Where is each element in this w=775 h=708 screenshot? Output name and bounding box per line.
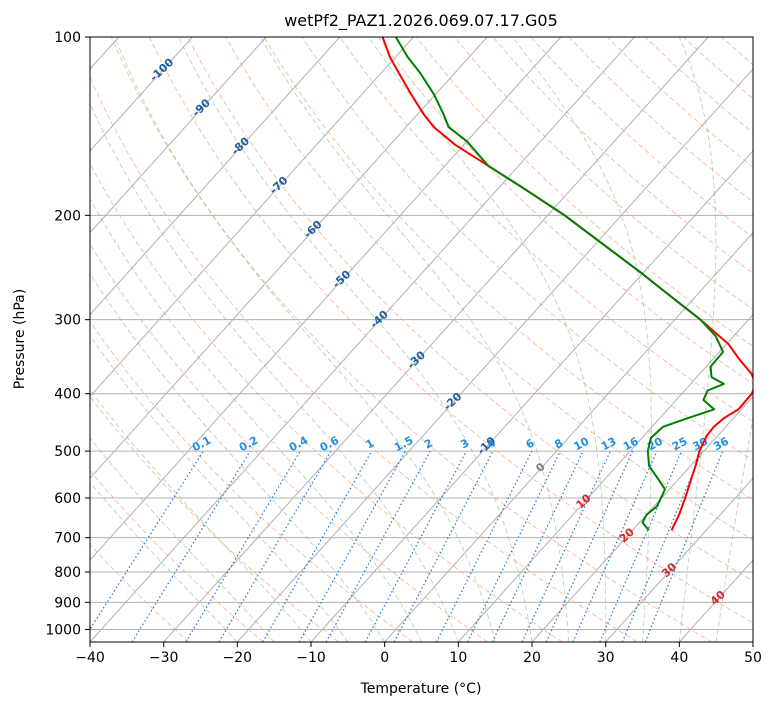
isotherm-line xyxy=(236,68,753,642)
moist-adiabat-line xyxy=(178,37,533,642)
isotherm-line xyxy=(384,231,753,642)
moist-adiabat-line xyxy=(715,415,753,642)
mixing-ratio-line xyxy=(325,450,431,642)
isotherm-line xyxy=(605,477,753,642)
mixing-ratio-line xyxy=(90,450,204,631)
mixing-ratio-label: 25 xyxy=(670,435,690,454)
mixing-ratio-line xyxy=(491,450,584,642)
moist-adiabat-line xyxy=(90,437,275,642)
moist-adiabat-line xyxy=(90,197,422,642)
moist-adiabat-line xyxy=(90,481,238,642)
x-tick-label: 10 xyxy=(449,650,467,666)
dry-adiabat-line xyxy=(187,37,753,582)
moist-adiabat-line xyxy=(90,388,312,642)
mixing-ratio-line xyxy=(185,450,301,642)
isotherm-line xyxy=(457,313,753,642)
dry-adiabat-line xyxy=(263,37,753,501)
isotherm-line xyxy=(90,37,267,234)
moist-adiabat-line xyxy=(368,37,607,642)
y-tick-label: 400 xyxy=(54,387,81,403)
temperature-profile-line xyxy=(381,37,753,531)
dry-adiabat-line xyxy=(760,37,775,642)
mixing-ratio-line xyxy=(131,450,251,642)
mixing-ratio-line xyxy=(599,450,682,642)
isotherm-line xyxy=(90,37,193,152)
x-tick-label: 0 xyxy=(380,650,389,666)
isotherm-line xyxy=(90,37,488,480)
isotherm-line xyxy=(90,37,414,398)
y-tick-label: 100 xyxy=(54,30,81,46)
dry-adiabat-line xyxy=(90,162,563,642)
plot-frame xyxy=(89,36,754,643)
y-axis-label: Pressure (hPa) xyxy=(12,289,28,389)
x-tick-label: 30 xyxy=(597,650,615,666)
mixing-ratio-line xyxy=(466,450,561,642)
y-tick-label: 800 xyxy=(54,565,81,581)
isotherm-line xyxy=(163,37,709,642)
mixing-ratio-label: 10 xyxy=(572,435,592,454)
y-tick-label: 600 xyxy=(54,491,81,507)
background-lines xyxy=(90,37,775,642)
moist-adiabat-line xyxy=(114,37,496,642)
dry-adiabat-line xyxy=(90,243,488,642)
x-tick-label: 20 xyxy=(523,650,541,666)
isotherm-line xyxy=(752,641,753,642)
mixing-ratio-label: 36 xyxy=(711,435,731,454)
y-tick-label: 300 xyxy=(54,313,81,329)
x-tick-label: 40 xyxy=(670,650,688,666)
moist-adiabat-line xyxy=(260,37,570,642)
mixing-ratio-line xyxy=(218,450,332,642)
dry-adiabat-line xyxy=(90,320,414,642)
x-tick-label: 50 xyxy=(744,650,762,666)
isotherm-line xyxy=(90,37,562,561)
dry-adiabat-line xyxy=(90,76,638,642)
moist-adiabat-line xyxy=(90,102,459,642)
dewpoint-profile-line xyxy=(394,37,725,531)
dry-adiabat-line xyxy=(148,37,753,624)
x-tick-label: −20 xyxy=(223,650,253,666)
chart-title: wetPf2_PAZ1.2026.069.07.17.G05 xyxy=(284,11,558,31)
mixing-ratio-line xyxy=(262,450,373,642)
mixing-ratio-line xyxy=(621,450,703,642)
mixing-ratio-line xyxy=(572,450,658,642)
isotherm-line xyxy=(531,395,753,642)
dry-adiabat-line xyxy=(454,37,753,311)
y-tick-label: 900 xyxy=(54,595,81,611)
dry-adiabat-line xyxy=(90,469,264,642)
x-axis: −40 −30 −20 −10 0 10 20 30 40 50 xyxy=(75,642,762,666)
moist-adiabat-line xyxy=(512,37,652,642)
y-axis: 100 200 300 400 500 600 700 800 900 1000 xyxy=(45,30,90,638)
x-axis-label: Temperature (°C) xyxy=(360,681,482,697)
sounding-profiles xyxy=(381,37,753,531)
moist-adiabat-line xyxy=(90,272,386,642)
y-tick-label: 200 xyxy=(54,208,81,224)
y-tick-label: 1000 xyxy=(45,622,81,638)
mixing-ratio-label: 13 xyxy=(599,435,619,454)
mixing-ratio-label: 16 xyxy=(621,435,641,454)
moist-adiabat-line xyxy=(90,334,349,642)
mixing-ratio-line xyxy=(298,450,406,642)
y-tick-label: 700 xyxy=(54,531,81,547)
x-tick-label: −40 xyxy=(75,650,105,666)
dry-adiabat-line xyxy=(225,37,753,541)
dry-adiabat-line xyxy=(110,37,712,642)
mixing-ratio-line xyxy=(521,450,611,642)
y-tick-label: 500 xyxy=(54,444,81,460)
mixing-ratio-line xyxy=(545,450,634,642)
x-tick-label: −30 xyxy=(149,650,179,666)
dry-adiabat-line xyxy=(339,37,753,423)
moist-adiabat-line xyxy=(678,37,717,642)
isotherm-line xyxy=(90,37,341,316)
x-tick-label: −10 xyxy=(296,650,326,666)
